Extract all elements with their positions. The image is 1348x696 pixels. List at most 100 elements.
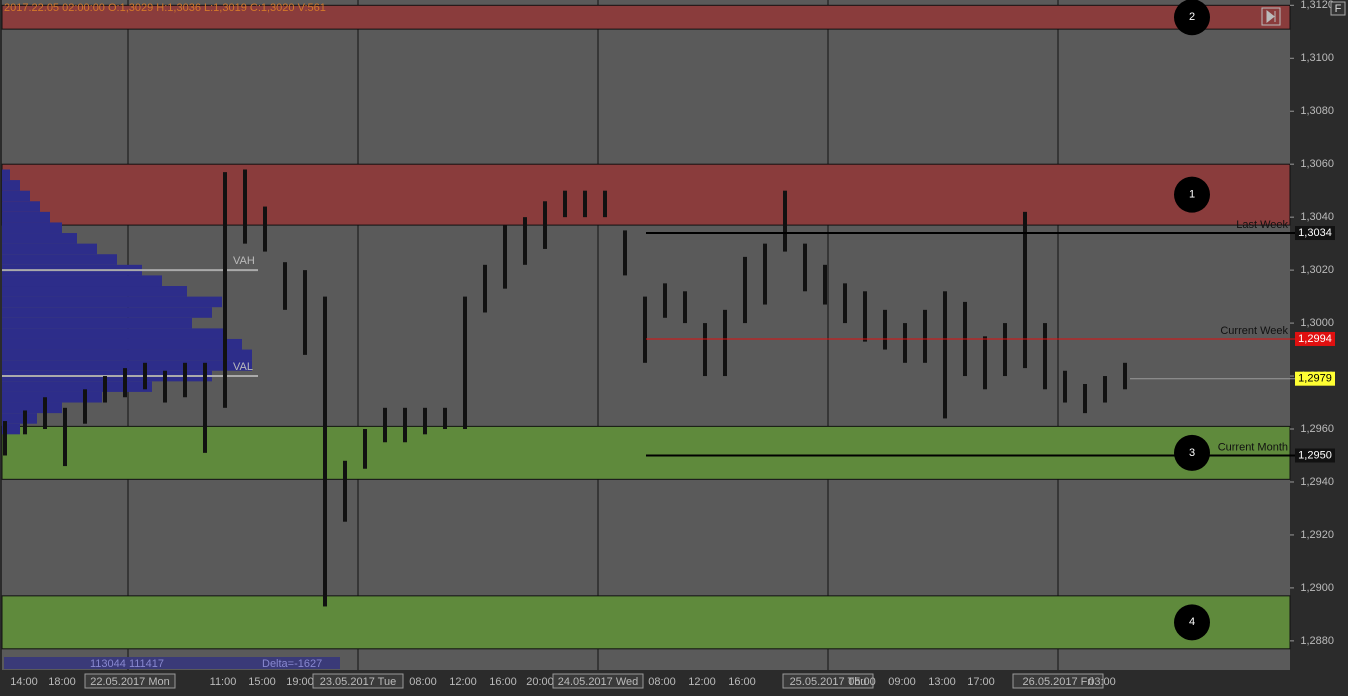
- x-tick-label: 08:00: [648, 676, 676, 688]
- price-range: [123, 368, 127, 398]
- profile-bar: [2, 317, 192, 329]
- price-range: [663, 283, 667, 318]
- profile-bar: [2, 296, 222, 308]
- x-tick-label: 15:00: [248, 676, 276, 688]
- price-range: [183, 362, 187, 398]
- y-tick-label: 1,3060: [1300, 158, 1334, 170]
- price-range: [983, 336, 987, 390]
- x-tick-label: 22.05.2017 Mon: [90, 676, 170, 688]
- y-tick-label: 1,3000: [1300, 317, 1334, 329]
- x-tick-label: 26.05.2017 Fri: [1023, 676, 1094, 688]
- profile-bar: [2, 169, 10, 181]
- price-range: [503, 225, 507, 289]
- zone-marker: [1174, 434, 1210, 471]
- profile-bar: [2, 402, 62, 414]
- price-range: [683, 291, 687, 324]
- zone-number: 3: [1189, 447, 1195, 459]
- y-tick-label: 1,3100: [1300, 52, 1334, 64]
- price-range: [363, 429, 367, 469]
- price-range: [43, 397, 47, 430]
- price-range: [1003, 323, 1007, 377]
- footer-volumes: 113044 111417: [90, 658, 164, 670]
- price-range: [343, 460, 347, 522]
- zone-marker: [1174, 0, 1210, 36]
- x-tick-label: 05:00: [848, 676, 876, 688]
- price-range: [1103, 376, 1107, 403]
- price-range: [463, 296, 467, 430]
- profile-bar: [2, 391, 102, 403]
- x-tick-label: 12:00: [449, 676, 477, 688]
- price-range: [163, 370, 167, 403]
- price-range: [283, 262, 287, 310]
- profile-bar: [2, 254, 117, 265]
- x-tick-label: 09:00: [888, 676, 916, 688]
- zone-number: 1: [1189, 189, 1195, 201]
- x-tick-label: 24.05.2017 Wed: [558, 676, 639, 688]
- level-name: Last Week: [1236, 219, 1288, 231]
- price-range: [443, 407, 447, 430]
- profile-bar: [2, 286, 187, 297]
- scroll-icon: [1266, 9, 1276, 24]
- price-range: [1023, 211, 1027, 369]
- price-range: [563, 190, 567, 218]
- y-tick-label: 1,3080: [1300, 105, 1334, 117]
- price-range: [3, 421, 7, 456]
- price-range: [1043, 323, 1047, 390]
- price-range: [223, 172, 227, 408]
- zone: [1, 4, 1291, 30]
- price-range: [263, 206, 267, 252]
- level-name: Current Month: [1218, 441, 1288, 453]
- x-tick-label: 13:00: [928, 676, 956, 688]
- price-range: [1083, 383, 1087, 414]
- x-tick-label: 16:00: [489, 676, 517, 688]
- scroll-button[interactable]: [1261, 7, 1281, 26]
- profile-bar: [2, 307, 212, 318]
- date-box: [84, 673, 176, 689]
- zone-marker: [1174, 604, 1210, 641]
- zone-marker: [1174, 176, 1210, 213]
- profile-bar: [2, 233, 77, 244]
- price-range: [1123, 362, 1127, 390]
- y-tick-label: 1,2900: [1300, 582, 1334, 594]
- x-tick-label: 03:00: [1088, 676, 1116, 688]
- level-price-box: [1295, 226, 1335, 241]
- price-range: [863, 291, 867, 342]
- price-range: [743, 256, 747, 324]
- profile-bar: [2, 381, 152, 392]
- profile-bar: [2, 275, 162, 287]
- profile-bar: [2, 423, 20, 435]
- zone-number: 4: [1189, 616, 1195, 628]
- price-range: [143, 362, 147, 390]
- x-tick-label: 17:00: [967, 676, 995, 688]
- x-tick-label: 08:00: [409, 676, 437, 688]
- price-range: [643, 296, 647, 363]
- price-range: [623, 230, 627, 276]
- date-box: [1012, 673, 1104, 689]
- x-tick-label: 12:00: [688, 676, 716, 688]
- last-price-box: [1295, 371, 1335, 386]
- profile-bar: [2, 349, 252, 361]
- price-range: [103, 376, 107, 403]
- date-box: [312, 673, 404, 689]
- price-range: [323, 296, 327, 607]
- settings-button[interactable]: [1330, 1, 1346, 16]
- price-range: [883, 309, 887, 350]
- price-range: [943, 291, 947, 419]
- x-tick-label: 25.05.2017 Thu: [790, 676, 867, 688]
- profile-bar: [2, 413, 37, 424]
- zone: [1, 595, 1291, 650]
- profile-bar: [2, 328, 227, 339]
- x-tick-label: 20:00: [526, 676, 554, 688]
- value-area-label: VAH: [233, 255, 255, 267]
- price-range: [543, 201, 547, 249]
- price-range: [83, 389, 87, 424]
- y-tick-label: 1,2960: [1300, 423, 1334, 435]
- x-tick-label: 23.05.2017 Tue: [320, 676, 396, 688]
- zone: [1, 425, 1291, 480]
- x-tick-label: 11:00: [210, 676, 237, 688]
- price-range: [483, 264, 487, 313]
- date-box: [782, 673, 874, 689]
- y-tick-label: 1,2920: [1300, 529, 1334, 541]
- price-range: [203, 362, 207, 453]
